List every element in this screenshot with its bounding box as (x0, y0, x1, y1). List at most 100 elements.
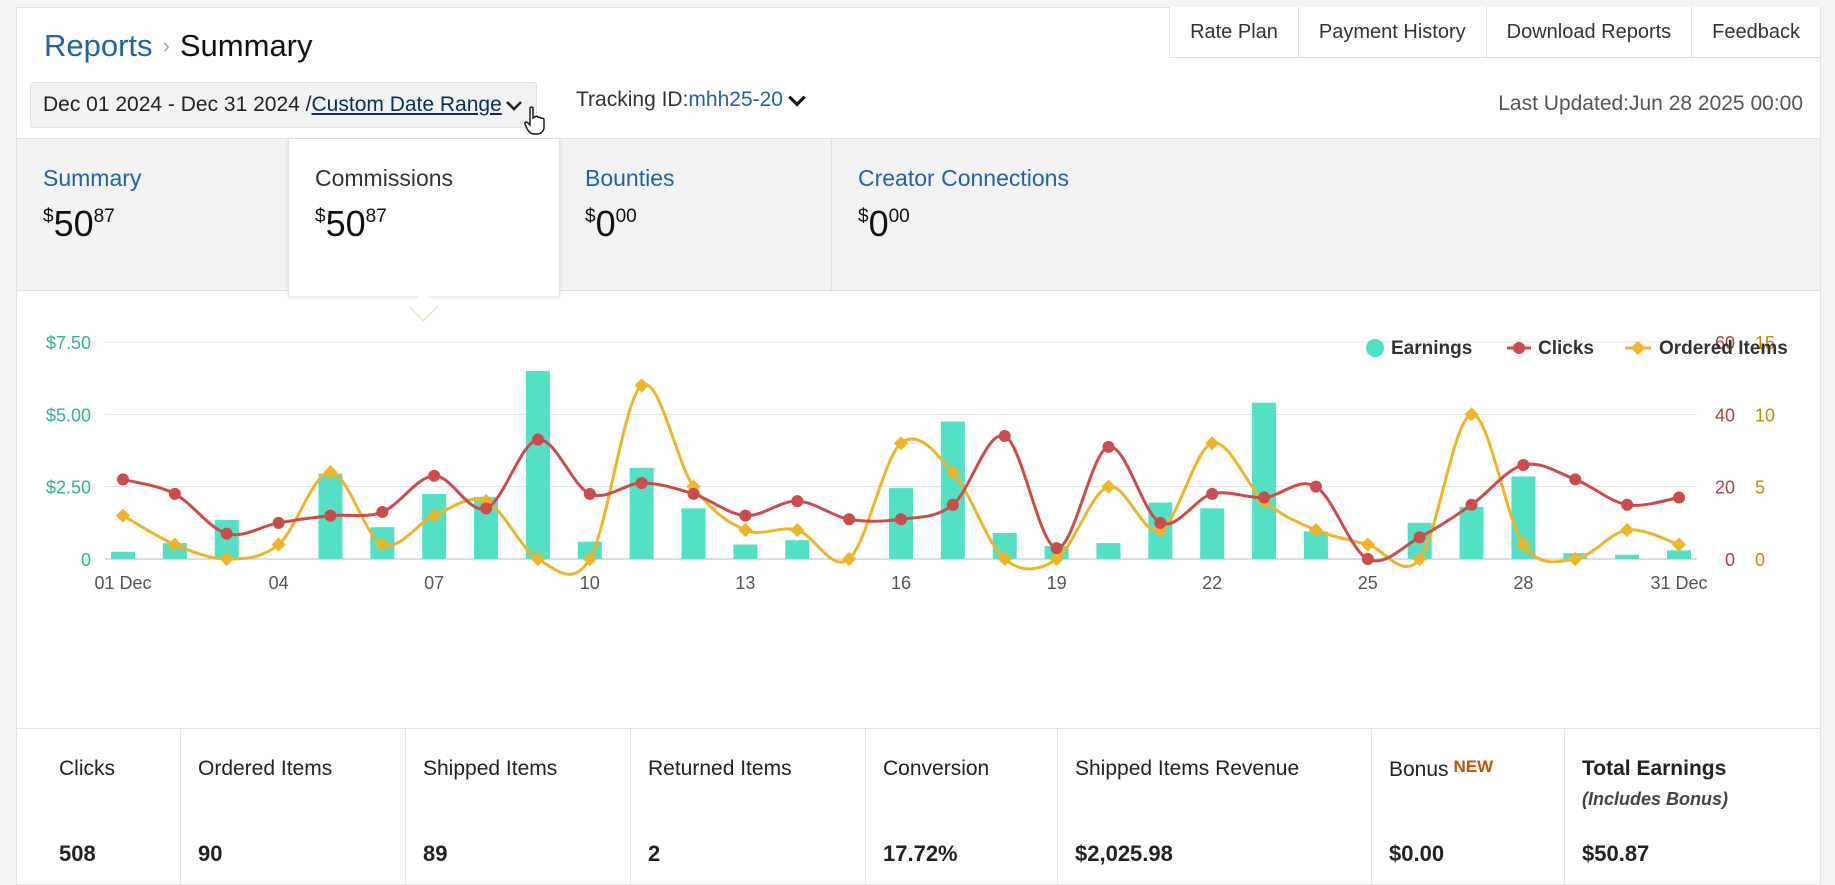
clicks-point (1569, 473, 1582, 486)
clicks-point (480, 502, 493, 515)
ordered-items-point (1308, 522, 1324, 538)
clicks-point (168, 487, 181, 500)
breadcrumb-reports-link[interactable]: Reports (44, 28, 153, 63)
metric-shipped-items-revenue: Shipped Items Revenue $2,025.98 (1057, 729, 1372, 885)
ordered-items-point (1620, 522, 1635, 538)
ordered-items-point (945, 465, 960, 480)
hand-cursor-icon (524, 106, 545, 135)
clicks-point (1206, 487, 1219, 500)
clicks-point (324, 509, 337, 522)
download-reports-button[interactable]: Download Reports (1486, 7, 1693, 58)
tile-creator-connections-amount: $000 (858, 203, 910, 244)
tile-divider (831, 139, 832, 290)
earnings-chart: 0 $2.50 $5.00 $7.50 0 20 40 60 0 5 10 15 01 Dec 04 07 1… (46, 333, 1788, 593)
feedback-button[interactable]: Feedback (1692, 7, 1820, 58)
clicks-point (1258, 491, 1271, 504)
earnings-bar (525, 370, 550, 559)
y-tick-label-left: $7.50 (46, 333, 91, 353)
metric-label: Conversion (883, 757, 990, 780)
ordered-items-point (738, 522, 753, 538)
earnings-bar (1252, 402, 1277, 559)
ordered-items-point (1568, 551, 1583, 567)
date-range-selector[interactable]: Dec 01 2024 - Dec 31 2024 /Custom Date R… (30, 82, 537, 128)
ordered-items-point (1049, 551, 1064, 567)
tile-creator-connections[interactable]: Creator Connections $000 (832, 139, 1232, 290)
earnings-bar (681, 508, 706, 559)
tracking-id-selector[interactable]: Tracking ID: mhh25-20 (576, 88, 808, 112)
earnings-bar (1667, 550, 1691, 559)
x-tick-label: 22 (1202, 573, 1222, 593)
rate-plan-button[interactable]: Rate Plan (1170, 7, 1299, 58)
metric-ordered-items: Ordered Items 90 (180, 729, 406, 885)
chevron-down-icon[interactable] (786, 89, 808, 111)
x-tick-label: 19 (1047, 573, 1067, 593)
ordered-items-point (1205, 436, 1220, 451)
x-tick-label: 10 (580, 573, 600, 593)
y-tick-label-clicks: 20 (1715, 478, 1735, 498)
tile-summary[interactable]: Summary $5087 (17, 139, 287, 290)
clicks-point (117, 473, 129, 486)
clicks-point (1413, 531, 1426, 544)
ordered-items-point (1671, 537, 1687, 552)
tile-summary-amount: $5087 (43, 203, 115, 244)
clicks-point (220, 527, 233, 540)
x-tick-label: 31 Dec (1650, 573, 1707, 593)
metric-label: Ordered Items (198, 757, 333, 780)
y-tick-label-clicks: 60 (1715, 333, 1735, 353)
metric-label: Bonus NEW (1389, 757, 1494, 781)
tile-commissions-title: Commissions (315, 165, 454, 191)
ordered-items-point (842, 551, 857, 567)
earnings-bar (785, 540, 810, 559)
ordered-items-point (427, 508, 442, 523)
clicks-point (739, 509, 752, 522)
clicks-point (635, 477, 648, 490)
ordered-items-point (271, 537, 286, 552)
ordered-items-point (1412, 551, 1427, 567)
custom-date-range-link[interactable]: Custom Date Range (311, 93, 502, 116)
y-tick-label-ordered: 15 (1755, 333, 1775, 353)
metric-label: Shipped Items Revenue (1075, 757, 1300, 780)
earnings-bar (1459, 506, 1484, 559)
last-updated-text: Last Updated:Jun 28 2025 00:00 (1498, 92, 1803, 115)
clicks-point (1102, 440, 1115, 453)
ordered-items-point (1101, 479, 1116, 494)
y-tick-label-ordered: 5 (1755, 478, 1765, 498)
legend-ordered-label: Ordered Items (1659, 338, 1788, 359)
earnings-bar (733, 544, 758, 559)
legend-earnings-marker (1366, 339, 1384, 357)
metric-value: 17.72% (883, 841, 958, 866)
metric-clicks: Clicks 508 (17, 729, 181, 885)
tile-bounties-title: Bounties (585, 165, 675, 191)
earnings-tiles: Summary $5087 Commissions $5087 Bounties… (17, 138, 1820, 296)
tile-commissions[interactable]: Commissions $5087 (288, 139, 560, 296)
y-tick-label-left: $5.00 (46, 405, 91, 425)
metric-value: $50.87 (1582, 841, 1650, 866)
chevron-down-icon[interactable] (504, 95, 524, 115)
x-tick-label: 25 (1358, 573, 1378, 593)
y-tick-label-left: $2.50 (46, 478, 91, 498)
clicks-point (1621, 498, 1634, 511)
top-nav: Rate Plan Payment History Download Repor… (1169, 7, 1820, 58)
payment-history-button[interactable]: Payment History (1298, 7, 1487, 58)
ordered-items-point (219, 551, 234, 567)
clicks-point (1154, 516, 1167, 529)
metric-label: Total Earnings (1582, 757, 1727, 780)
y-tick-label-clicks: 0 (1725, 550, 1735, 570)
metric-value: $0.00 (1389, 841, 1445, 866)
earnings-bar (940, 421, 965, 559)
x-tick-label: 04 (269, 573, 289, 593)
clicks-point (1361, 553, 1374, 565)
x-tick-label: 07 (424, 573, 444, 593)
new-badge: NEW (1453, 757, 1494, 776)
date-range-text: Dec 01 2024 - Dec 31 2024 / (43, 93, 312, 116)
tracking-id-label: Tracking ID: (576, 88, 689, 111)
metric-value: $2,025.98 (1075, 841, 1173, 866)
clicks-point (791, 495, 804, 508)
ordered-items-point (790, 522, 805, 538)
tracking-id-value[interactable]: mhh25-20 (688, 88, 783, 111)
tile-bounties[interactable]: Bounties $000 (559, 139, 829, 290)
clicks-point (583, 487, 596, 500)
x-tick-label: 01 Dec (94, 573, 151, 593)
ordered-items-point (893, 436, 909, 451)
ordered-items-point (530, 551, 546, 567)
